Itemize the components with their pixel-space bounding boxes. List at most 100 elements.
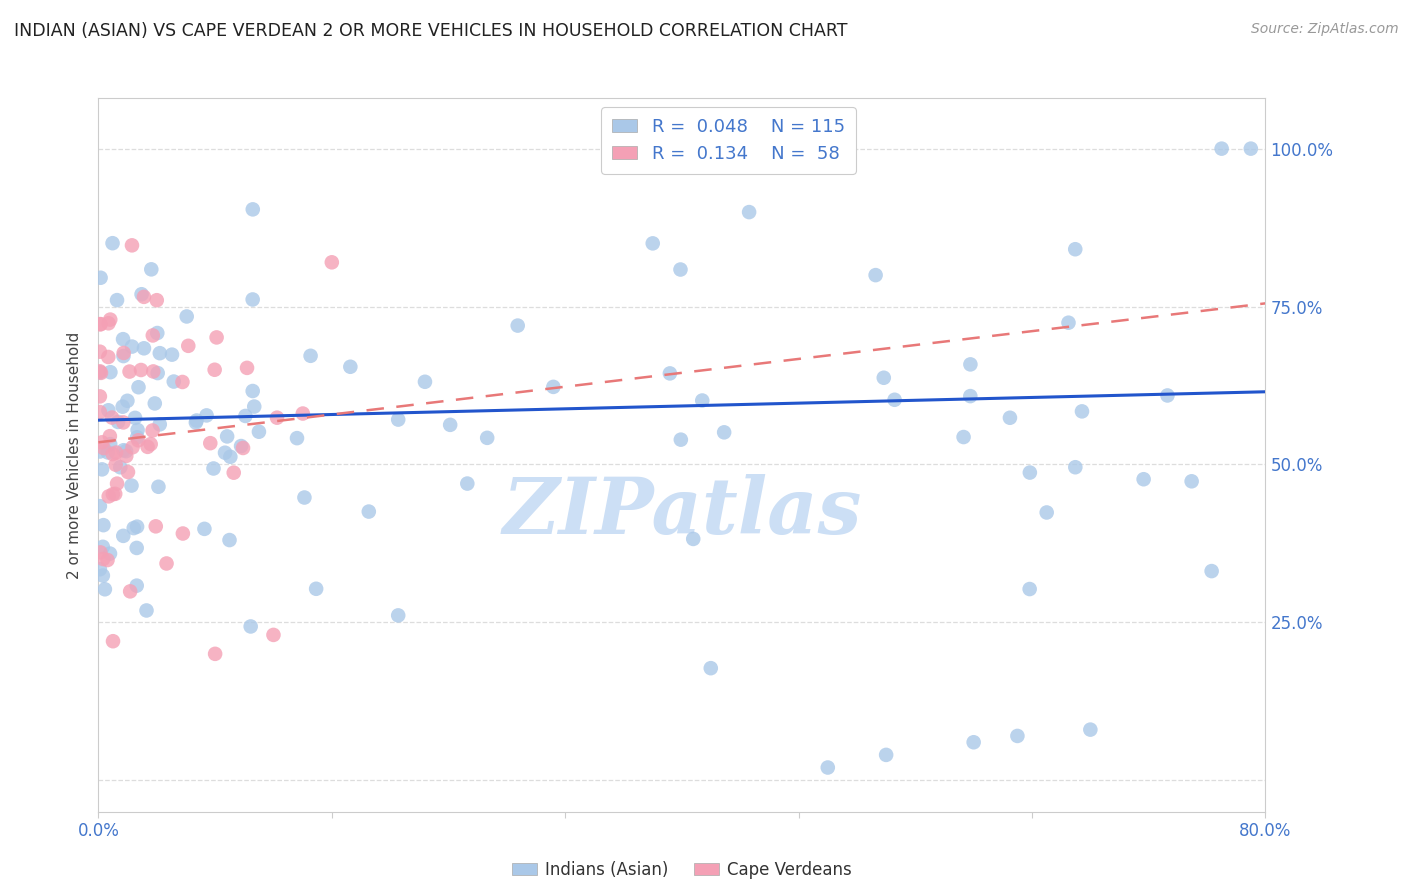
Point <box>112 529 135 543</box>
Point <box>89 545 111 559</box>
Point <box>229 439 252 453</box>
Point <box>97 489 120 503</box>
Point <box>129 363 152 377</box>
Point <box>195 409 218 423</box>
Point <box>128 380 150 394</box>
Point <box>883 392 905 407</box>
Point <box>202 461 225 475</box>
Point <box>387 608 409 623</box>
Point <box>641 236 664 251</box>
Point <box>136 440 159 454</box>
Point <box>146 326 169 340</box>
Point <box>285 431 308 445</box>
Point <box>89 405 111 419</box>
Point <box>96 553 118 567</box>
Text: INDIAN (ASIAN) VS CAPE VERDEAN 2 OR MORE VEHICLES IN HOUSEHOLD CORRELATION CHART: INDIAN (ASIAN) VS CAPE VERDEAN 2 OR MORE… <box>14 22 848 40</box>
Point <box>817 161 839 175</box>
Point <box>127 430 149 444</box>
Point <box>163 375 186 389</box>
Legend: Indians (Asian), Cape Verdeans: Indians (Asian), Cape Verdeans <box>505 855 859 886</box>
Point <box>817 760 839 774</box>
Point <box>145 519 167 533</box>
Point <box>305 582 328 596</box>
Point <box>1035 506 1057 520</box>
Point <box>93 441 115 455</box>
Point <box>1181 475 1204 489</box>
Point <box>139 437 162 451</box>
Point <box>91 552 114 566</box>
Point <box>97 445 120 459</box>
Point <box>477 431 499 445</box>
Point <box>93 518 115 533</box>
Point <box>952 430 974 444</box>
Point <box>266 410 288 425</box>
Point <box>135 603 157 617</box>
Point <box>98 437 121 451</box>
Point <box>118 365 141 379</box>
Point <box>291 407 314 421</box>
Point <box>1132 472 1154 486</box>
Point <box>90 435 112 450</box>
Point <box>242 293 264 307</box>
Point <box>112 416 135 430</box>
Point <box>125 519 148 533</box>
Point <box>117 393 139 408</box>
Point <box>131 287 153 301</box>
Point <box>387 412 409 426</box>
Point <box>172 375 194 389</box>
Point <box>205 330 228 344</box>
Point <box>91 568 114 582</box>
Point <box>98 547 121 561</box>
Point <box>1201 564 1223 578</box>
Point <box>217 429 239 443</box>
Point <box>105 476 128 491</box>
Point <box>214 446 236 460</box>
Point <box>1018 582 1040 596</box>
Point <box>239 619 262 633</box>
Point <box>232 441 254 455</box>
Point <box>89 499 111 513</box>
Point <box>1064 242 1087 256</box>
Point <box>107 415 129 429</box>
Point <box>97 316 120 330</box>
Point <box>543 380 565 394</box>
Point <box>117 465 139 479</box>
Point <box>112 349 135 363</box>
Point <box>127 434 149 448</box>
Point <box>112 332 135 346</box>
Point <box>124 410 146 425</box>
Text: Source: ZipAtlas.com: Source: ZipAtlas.com <box>1251 22 1399 37</box>
Point <box>242 202 264 217</box>
Point <box>90 366 112 380</box>
Point <box>132 290 155 304</box>
Point <box>121 440 143 454</box>
Text: ZIPatlas: ZIPatlas <box>502 474 862 550</box>
Point <box>105 445 128 459</box>
Point <box>321 255 343 269</box>
Point <box>186 413 208 427</box>
Point <box>110 460 132 475</box>
Point <box>172 526 194 541</box>
Point <box>89 317 111 331</box>
Point <box>1071 404 1094 418</box>
Point <box>690 393 713 408</box>
Point <box>184 416 207 430</box>
Point <box>89 365 111 379</box>
Point <box>112 346 135 360</box>
Point <box>91 540 114 554</box>
Point <box>97 350 120 364</box>
Point <box>142 424 165 438</box>
Point <box>94 582 117 597</box>
Point <box>1064 460 1087 475</box>
Point <box>1018 466 1040 480</box>
Point <box>146 366 169 380</box>
Point <box>204 647 226 661</box>
Point <box>200 436 222 450</box>
Point <box>413 375 436 389</box>
Point <box>1211 142 1233 156</box>
Point <box>125 579 148 593</box>
Point <box>222 466 245 480</box>
Point <box>193 522 215 536</box>
Point <box>875 747 897 762</box>
Point <box>439 417 461 432</box>
